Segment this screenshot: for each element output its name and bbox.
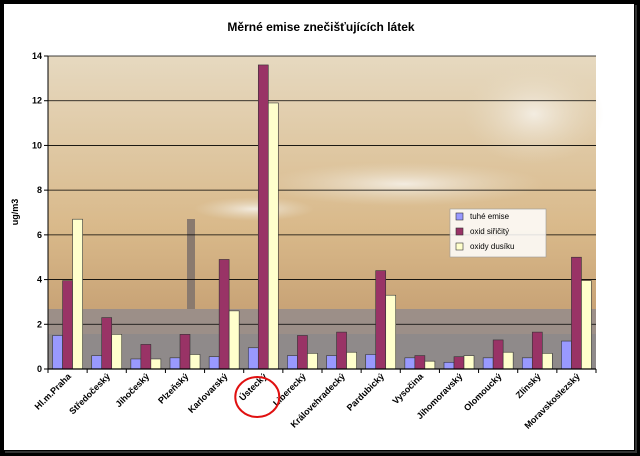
y-axis: 0 2 4 6 8 10 12 14 [32,51,49,374]
legend-box [449,208,547,258]
highlight-circle [234,376,281,418]
bar-2 [492,339,504,370]
category-label: Olomoucký [462,371,504,413]
bar-2 [218,259,230,370]
category-label: Středočeský [67,371,112,416]
y-tick-label: 2 [37,319,42,329]
bar-2 [101,317,113,370]
category-label: Karlovarský [186,371,230,415]
bar-1 [91,355,103,370]
ground-haze [48,334,596,369]
chimney [187,219,195,329]
bar-2 [414,355,426,370]
bar-3 [150,358,162,370]
bar-1 [208,356,220,370]
bar-1 [561,340,572,370]
bar-2 [140,344,152,370]
bar-2 [297,335,308,370]
category-label: Pardubický [345,371,386,412]
category-label: Zlínský [514,371,543,400]
smoke-plume-tail [194,197,314,221]
bar-3 [267,102,279,370]
y-tick-label: 14 [32,51,42,61]
chart-title: Měrné emise znečišťujících látek [227,20,414,34]
bar-2 [62,280,73,370]
smoke-cloud [464,64,604,164]
chart-frame: Měrné emise znečišťujících látek 0 2 4 6 8 10… [3,3,635,451]
y-tick-label: 0 [37,364,42,374]
bar-2 [375,270,387,370]
legend-swatch [455,227,464,236]
bar-2 [571,256,582,370]
legend-label: oxidy dusíku [470,242,514,251]
bar-1 [169,357,181,370]
category-label: Hl.m.Praha [33,371,74,412]
bar-1 [247,347,259,370]
category-label: Liberecký [271,371,308,408]
bar-1 [365,354,377,370]
bar-1 [52,335,63,370]
bar-1 [482,357,494,370]
bar-3 [424,360,436,370]
bar-3 [307,353,318,370]
legend: tuhé emise oxid siřičitý oxidy dusíku [449,208,547,258]
bar-1 [404,357,416,370]
smoke-plume [264,162,544,206]
category-label: Jihočeský [113,371,151,409]
bar-3 [463,355,475,370]
bar-1 [521,357,533,370]
emissions-chart: Měrné emise znečišťujících látek 0 2 4 6 8 10… [10,20,604,431]
y-tick-label: 4 [37,275,42,285]
bar-2 [257,64,269,370]
category-label: Vysočina [390,371,425,406]
category-label: Ústecký [237,371,269,403]
bar-3 [581,280,592,370]
bar-3 [189,354,201,370]
y-tick-label: 12 [32,96,42,106]
bar-3 [111,334,123,370]
legend-swatch [455,242,464,251]
bar-1 [326,355,337,370]
legend-label: oxid siřičitý [470,227,509,236]
legend-swatch [455,212,464,221]
bar-3 [385,294,397,370]
bar-1 [443,361,455,370]
bar-2 [531,331,543,370]
legend-label: tuhé emise [470,212,510,221]
bar-1 [287,355,298,370]
y-tick-label: 8 [37,185,42,195]
y-tick-label: 10 [32,140,42,150]
bar-2 [336,331,347,370]
bar-2 [453,356,465,370]
y-tick-label: 6 [37,230,42,240]
bar-1 [130,358,142,370]
category-label: Plzeňský [156,371,190,405]
bar-3 [72,218,83,370]
bar-3 [502,351,514,370]
bar-3 [346,351,357,370]
bar-3 [541,353,553,370]
bar-2 [179,334,191,370]
y-axis-label: ug/m3 [10,199,20,226]
bar-3 [228,310,240,370]
